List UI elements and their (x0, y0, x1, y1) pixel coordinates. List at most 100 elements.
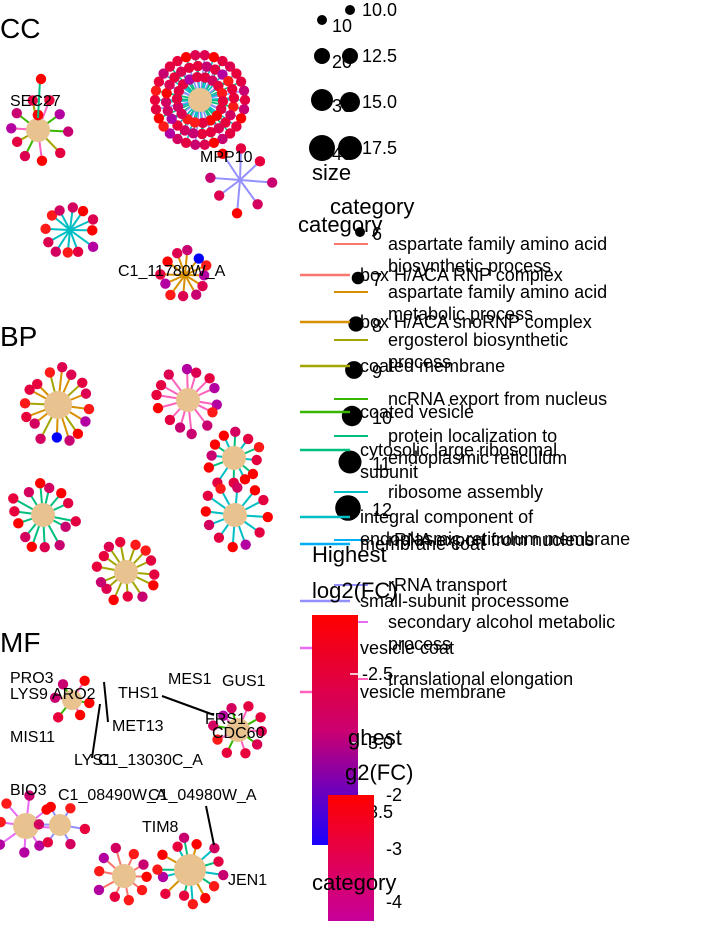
gene-node (209, 881, 219, 891)
node-label: THS1 (118, 685, 159, 702)
gene-node (68, 202, 78, 212)
node-label: GUS1 (222, 673, 266, 690)
gene-node (200, 50, 210, 60)
gene-node (81, 388, 91, 398)
gene-node (13, 518, 23, 528)
network-graphs (0, 50, 277, 909)
gene-node (240, 474, 250, 484)
legend-label: coated vesicle (360, 402, 474, 422)
legend-label: -3 (386, 839, 402, 859)
size-key (317, 15, 327, 25)
gene-node (99, 551, 109, 561)
node-label: ARO2 (52, 686, 96, 703)
panel-tag-bp: BP (0, 321, 37, 352)
gene-node (20, 151, 30, 161)
gene-node (202, 420, 212, 430)
legend-label: -2 (386, 785, 402, 805)
legend-label: cytosolic large ribosomal (360, 440, 557, 460)
gene-node (251, 455, 261, 465)
gene-node (73, 247, 83, 257)
gene-node (53, 712, 63, 722)
gene-node (141, 872, 151, 882)
gene-node (250, 485, 260, 495)
gene-node (12, 137, 22, 147)
gene-node (44, 483, 54, 493)
gene-node (201, 506, 211, 516)
gene-node (110, 892, 120, 902)
gene-node (152, 864, 162, 874)
gene-node (123, 591, 133, 601)
gene-node (29, 418, 39, 428)
gene-node (20, 398, 30, 408)
gene-node (27, 542, 37, 552)
gene-node (191, 289, 201, 299)
gene-node (137, 885, 147, 895)
gene-node (229, 93, 239, 103)
gene-node (151, 104, 161, 114)
gene-node (146, 555, 156, 565)
gene-node (150, 95, 160, 105)
legend-label: 15.0 (362, 92, 397, 112)
gene-node (19, 847, 29, 857)
gene-node (56, 488, 66, 498)
cluster (94, 843, 152, 906)
gene-node (188, 899, 198, 909)
panel-tag-cc: CC (0, 13, 40, 44)
gene-node (77, 378, 87, 388)
gene-node (64, 435, 74, 445)
node-label: MES1 (168, 671, 212, 688)
gene-node (204, 373, 214, 383)
gene-node (227, 84, 237, 94)
gene-node (54, 205, 64, 215)
node-label: C1_13030C_A (98, 752, 203, 769)
gene-node (232, 208, 242, 218)
gene-node (78, 206, 88, 216)
gene-node (148, 580, 158, 590)
legend-label: vesicle membrane (360, 682, 506, 702)
gene-node (263, 512, 273, 522)
gene-node (124, 895, 134, 905)
gene-node (80, 416, 90, 426)
gene-node (228, 542, 238, 552)
node-label: MIS11 (10, 729, 55, 746)
legend-label: ergosterol biosynthetic (388, 330, 568, 350)
legend-title: Highest (312, 542, 387, 567)
legend-title: category (330, 194, 414, 219)
legend-label: subunit (360, 462, 418, 482)
node-label: BIO3 (10, 782, 47, 799)
legend-label: coated membrane (360, 356, 505, 376)
legend-label: -4 (386, 892, 402, 912)
gene-node (206, 450, 216, 460)
gene-node (186, 429, 196, 439)
label-leader (104, 682, 108, 722)
gene-node (130, 540, 140, 550)
gene-node (9, 506, 19, 516)
gene-node (207, 407, 217, 417)
gene-node (179, 890, 189, 900)
gene-node (209, 138, 219, 148)
gene-node (239, 85, 249, 95)
gene-node (36, 74, 46, 84)
gene-node (172, 842, 182, 852)
gene-node (94, 866, 104, 876)
gene-node (184, 63, 194, 73)
gene-node (240, 539, 250, 549)
gene-node (255, 156, 265, 166)
gene-node (205, 173, 215, 183)
legend-title: ghest (348, 725, 402, 750)
gene-node (57, 362, 67, 372)
gene-node (24, 487, 34, 497)
category-node (114, 560, 138, 584)
legend-label: secondary alcohol metabolic (388, 612, 615, 632)
category-node (174, 854, 206, 886)
gene-node (240, 95, 250, 105)
gene-node (163, 106, 173, 116)
node-label: LYS9 (10, 686, 48, 703)
size-key (345, 5, 355, 15)
legend-title: log2(FC) (312, 578, 398, 603)
category-node (176, 388, 200, 412)
gene-node (156, 380, 166, 390)
gene-node (111, 843, 121, 853)
gene-node (137, 592, 147, 602)
